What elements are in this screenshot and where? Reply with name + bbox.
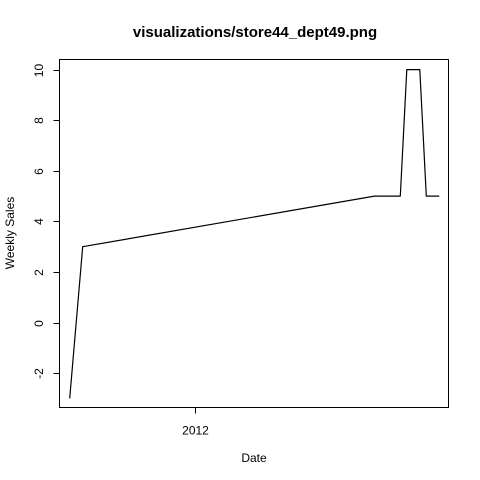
y-tick-label: 0 [32, 320, 46, 327]
y-tick-label: 6 [32, 168, 46, 175]
y-tick-label: 4 [32, 218, 46, 225]
plot-frame [59, 59, 449, 408]
y-tick-label: 8 [32, 117, 46, 124]
y-axis: -2 0 2 4 6 8 10 [32, 64, 60, 379]
series-group [69, 68, 440, 399]
y-tick-label: -2 [32, 368, 46, 379]
x-axis: 2012 [182, 407, 209, 438]
y-tick-label: 2 [32, 269, 46, 276]
x-tick-label: 2012 [182, 424, 209, 438]
y-tick-label: 10 [32, 64, 46, 78]
chart-title: visualizations/store44_dept49.png [133, 24, 377, 41]
series-line [69, 68, 440, 399]
x-axis-label: Date [241, 451, 267, 465]
y-axis-label: Weekly Sales [3, 197, 17, 269]
